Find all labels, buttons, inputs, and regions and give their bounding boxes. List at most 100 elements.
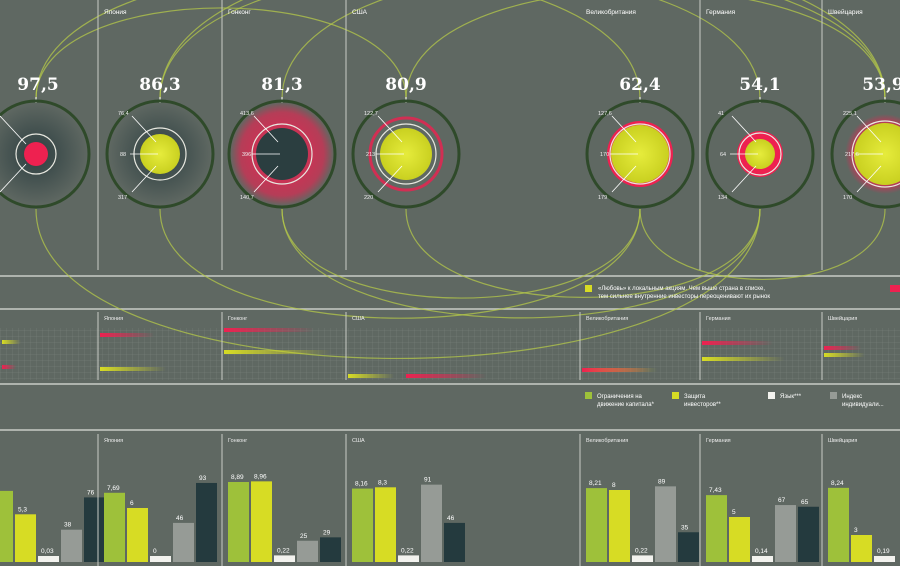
connection-arc bbox=[159, 0, 761, 100]
column-label: Великобритания bbox=[586, 8, 636, 16]
bubble-label-top: 122,7 bbox=[364, 111, 378, 117]
bar-3 bbox=[421, 484, 442, 562]
column-label: Германия bbox=[706, 9, 736, 16]
bubble-label-top: 413,6 bbox=[240, 111, 254, 117]
middle-bars: Япония Гонконг США Великобритания Германия Шв… bbox=[2, 315, 865, 378]
bar-value-label: 6 bbox=[130, 500, 134, 507]
bar-0 bbox=[828, 487, 849, 562]
mid-bar-red bbox=[2, 365, 17, 369]
legend-lime-text-1: «Любовь» к локальным акциям. Чем выше ст… bbox=[598, 286, 765, 292]
bubble-halo bbox=[368, 116, 444, 192]
bubble-column: 97,5 bbox=[0, 75, 91, 209]
connection-arc bbox=[281, 208, 761, 319]
bar-value-label: 0,14 bbox=[755, 548, 768, 555]
bar-value-label: 76 bbox=[87, 489, 95, 496]
bottom-column-label: Швейцария bbox=[828, 437, 857, 444]
bubble-core bbox=[380, 128, 432, 180]
legend-top: «Любовь» к локальным акциям. Чем выше ст… bbox=[585, 285, 900, 300]
bubble-column: Гонконг 81,3 413,6 396 140,7 bbox=[227, 9, 337, 209]
bar-0 bbox=[0, 490, 13, 562]
bar-value-label: 8,16 bbox=[355, 481, 368, 488]
bar-2 bbox=[150, 556, 171, 562]
bubble-label-mid: 213 bbox=[366, 152, 375, 158]
bar-2 bbox=[398, 555, 419, 562]
leader-line bbox=[611, 115, 637, 143]
mid-column: США bbox=[348, 316, 487, 378]
bubble-label-bottom: 134 bbox=[718, 195, 727, 201]
connection-arc bbox=[281, 208, 641, 299]
mid-column-label: Великобритания bbox=[586, 316, 628, 322]
bar-value-label: 8,24 bbox=[831, 480, 844, 487]
bar-1 bbox=[609, 490, 630, 562]
connection-arc bbox=[35, 7, 407, 100]
legend-item: Ограничения на движение капитала* bbox=[585, 392, 655, 408]
legend-label-2: инвесторов** bbox=[684, 402, 721, 408]
legend-item: Язык*** bbox=[768, 392, 802, 400]
bar-value-label: 0,19 bbox=[877, 548, 890, 555]
legend-label-1: Ограничения на bbox=[597, 394, 643, 400]
mid-column: Швейцария bbox=[824, 315, 865, 357]
bar-0 bbox=[706, 495, 727, 562]
bubble-column: Великобритания 62,4 127,6 170 179 bbox=[585, 8, 695, 209]
bar-group: 5,3 0,03 38 76 bbox=[0, 489, 105, 562]
mid-bar-lime bbox=[2, 340, 21, 344]
bar-0 bbox=[104, 492, 125, 562]
legend-swatch bbox=[585, 392, 592, 399]
bubble-label-mid: 170 bbox=[600, 152, 609, 158]
bubble-label-mid: 396 bbox=[242, 152, 251, 158]
country-value: 54,1 bbox=[739, 75, 780, 95]
inner-ring bbox=[15, 133, 57, 175]
bubble-label-bottom: 179 bbox=[598, 195, 607, 201]
bubble-core bbox=[611, 125, 669, 183]
bar-4 bbox=[84, 497, 105, 562]
bar-2 bbox=[752, 556, 773, 562]
bar-value-label: 67 bbox=[778, 497, 786, 504]
leader-line bbox=[377, 165, 403, 193]
bubble-column: США 80,9 122,7 213 220 bbox=[351, 9, 461, 209]
bubble-core bbox=[745, 139, 775, 169]
legend-lime-swatch bbox=[585, 285, 592, 292]
inner-ring bbox=[851, 120, 900, 188]
bar-1 bbox=[729, 517, 750, 562]
bar-2 bbox=[874, 556, 895, 562]
bar-value-label: 46 bbox=[447, 515, 455, 522]
mid-bar-red bbox=[224, 328, 314, 332]
country-value: 80,9 bbox=[385, 75, 426, 95]
country-value: 53,9 bbox=[862, 75, 900, 95]
leader-line bbox=[731, 165, 757, 193]
leader-line bbox=[0, 115, 27, 145]
bar-3 bbox=[297, 540, 318, 562]
mid-bar-red bbox=[406, 374, 487, 378]
leader-line bbox=[0, 163, 27, 193]
mid-bar-red bbox=[824, 346, 861, 350]
bar-1 bbox=[375, 487, 396, 562]
leader-line bbox=[253, 165, 279, 193]
bar-3 bbox=[173, 522, 194, 562]
leader-line bbox=[856, 165, 882, 193]
bar-0 bbox=[228, 481, 249, 562]
legend-swatch bbox=[830, 392, 837, 399]
legend-lime-text-2: тем сильнее внутренние инвесторы переоце… bbox=[598, 294, 770, 300]
bubble-columns: 97,5 Япония 86,3 76,4 88 317 Гонконг 81,3 413,6 3… bbox=[0, 8, 900, 209]
bar-value-label: 25 bbox=[300, 533, 308, 540]
bar-4 bbox=[196, 482, 217, 562]
mid-column-label: Гонконг bbox=[228, 316, 247, 322]
mid-bar-lime bbox=[348, 374, 394, 378]
bar-group: Германия 7,43 5 0,14 67 65 bbox=[706, 438, 819, 562]
column-label: США bbox=[352, 9, 368, 16]
legend-bottom: Ограничения на движение капитала* Защита ин… bbox=[585, 392, 884, 408]
leader-line bbox=[611, 165, 637, 193]
bar-group: США 8,16 8,3 0,22 91 46 bbox=[352, 438, 465, 562]
bubble-label-bottom: 170 bbox=[843, 195, 852, 201]
column-label: Гонконг bbox=[228, 9, 251, 16]
bubble-column: Германия 54,1 41 64 134 bbox=[705, 9, 815, 209]
bottom-column-label: Великобритания bbox=[586, 438, 628, 444]
connection-arc bbox=[639, 208, 886, 280]
mid-column: Великобритания bbox=[582, 316, 658, 372]
legend-swatch bbox=[672, 392, 679, 399]
bubble-column: Япония 86,3 76,4 88 317 bbox=[104, 9, 215, 209]
mid-column bbox=[2, 340, 21, 369]
bar-group: Япония 7,69 6 0 46 93 bbox=[104, 438, 217, 562]
